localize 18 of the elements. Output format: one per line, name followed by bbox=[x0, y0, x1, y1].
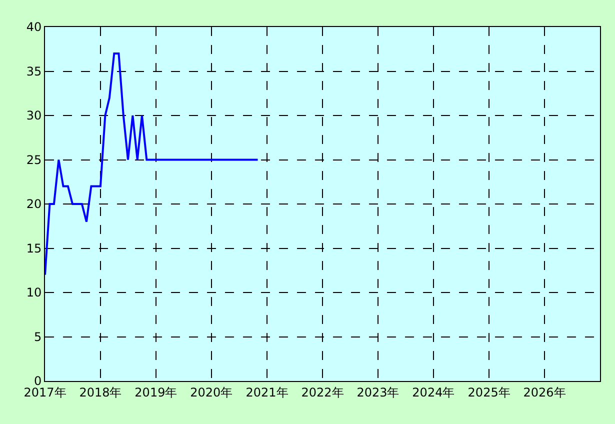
line-series bbox=[45, 52, 259, 276]
y-tick-label: 35 bbox=[26, 64, 42, 78]
x-tick-label: 2024年 bbox=[412, 385, 455, 400]
x-tick-label: 2018年 bbox=[79, 385, 122, 400]
y-tick-label: 20 bbox=[26, 197, 42, 212]
y-tick-label: 30 bbox=[26, 108, 42, 123]
y-tick-label: 5 bbox=[34, 330, 42, 344]
y-tick-label: 40 bbox=[26, 20, 42, 34]
x-tick-label: 2022年 bbox=[301, 385, 344, 400]
x-tick-label: 2020年 bbox=[190, 385, 233, 400]
x-tick-label: 2026年 bbox=[523, 385, 566, 400]
y-tick-label: 25 bbox=[26, 152, 42, 167]
x-tick-label: 2021年 bbox=[246, 385, 288, 400]
x-tick-label: 2019年 bbox=[134, 385, 178, 400]
x-tick-label: 2023年 bbox=[356, 385, 400, 400]
x-tick-label: 2025年 bbox=[468, 385, 510, 400]
y-tick-label: 15 bbox=[26, 241, 42, 256]
y-tick-label: 10 bbox=[26, 286, 42, 300]
